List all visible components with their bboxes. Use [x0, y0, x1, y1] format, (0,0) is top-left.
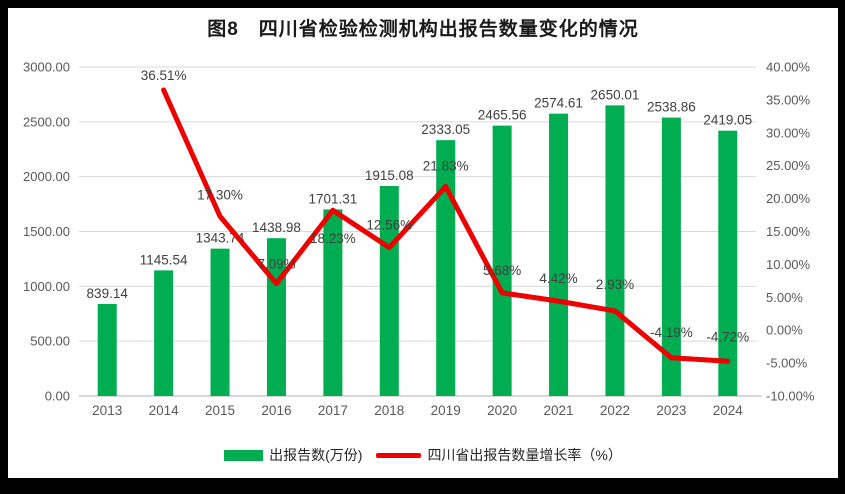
x-axis-label: 2023 — [656, 403, 686, 418]
line-series-swatch-icon — [376, 452, 422, 458]
bar — [379, 185, 399, 396]
chart-title: 图8 四川省检验检测机构出报告数量变化的情况 — [207, 19, 639, 40]
left-axis-tick-label: 0.00 — [45, 389, 70, 404]
bar-value-label: 2574.61 — [534, 96, 583, 111]
line-series-legend-label: 四川省出报告数量增长率（%） — [427, 447, 622, 463]
right-axis-tick-label: 35.00% — [766, 92, 811, 107]
bar-value-label: 2465.56 — [478, 108, 527, 123]
line-point-label: 5.68% — [483, 263, 521, 278]
bar-value-label: 2538.86 — [647, 100, 696, 115]
chart-legend: 出报告数(万份) 四川省出报告数量增长率（%） — [8, 444, 838, 466]
bar-value-label: 2650.01 — [591, 87, 640, 102]
bar — [492, 125, 512, 396]
growth-line — [161, 87, 731, 364]
left-axis-tick-label: 2500.00 — [23, 114, 70, 129]
line-point-label: 17.30% — [197, 187, 243, 202]
right-axis-tick-label: 20.00% — [766, 191, 811, 206]
bar — [436, 140, 456, 396]
right-axis-tick-label: 10.00% — [766, 257, 811, 272]
right-axis-tick-label: 5.00% — [766, 290, 803, 305]
bar-value-label: 1915.08 — [365, 168, 414, 183]
bar — [210, 248, 230, 396]
bar — [605, 105, 625, 397]
right-axis-tick-label: 25.00% — [766, 158, 811, 173]
line-point-label: 36.51% — [141, 68, 187, 83]
line-point-label: 4.42% — [539, 271, 577, 286]
line-point-label: 12.56% — [366, 218, 412, 233]
line-point-label: 18.23% — [310, 231, 356, 246]
line-point-label: 7.09% — [257, 257, 295, 272]
bar-series-legend-label: 出报告数(万份) — [269, 447, 363, 463]
x-axis-label: 2020 — [487, 403, 517, 418]
right-axis-tick-label: -10.00% — [766, 389, 815, 404]
bar-value-label: 2333.05 — [421, 122, 470, 137]
bar-value-label: 839.14 — [87, 286, 129, 301]
x-axis-label: 2022 — [600, 403, 630, 418]
right-axis-tick-label: 40.00% — [766, 60, 811, 75]
bar — [718, 130, 738, 396]
chart-plot-area: 3000.00 2500.00 2000.00 1500.00 1000.00 500.0… — [23, 60, 815, 419]
x-axis-label: 2024 — [713, 403, 744, 418]
x-axis-label: 2017 — [318, 403, 348, 418]
left-axis-tick-label: 3000.00 — [23, 60, 70, 75]
bar-value-label: 2419.05 — [703, 113, 752, 128]
x-axis-label: 2021 — [544, 403, 574, 418]
right-axis-tick-label: 0.00% — [766, 323, 803, 338]
line-point-label: -4.72% — [706, 329, 749, 344]
left-axis-tick-label: 1500.00 — [23, 224, 70, 239]
right-axis-tick-label: -5.00% — [766, 356, 808, 371]
x-axis-label: 2013 — [92, 403, 122, 418]
right-axis-tick-label: 30.00% — [766, 125, 811, 140]
line-point-label: -4.19% — [650, 325, 693, 340]
bar-value-label: 1701.31 — [308, 191, 357, 206]
bar — [97, 303, 117, 396]
bar-series-swatch-icon — [224, 449, 264, 461]
chart-canvas: 图8 四川省检验检测机构出报告数量变化的情况 3000.00 2500.00 200… — [8, 8, 838, 478]
bar — [323, 209, 343, 396]
bar — [154, 270, 174, 396]
x-axis-label: 2014 — [149, 403, 180, 418]
right-axis-tick-label: 15.00% — [766, 224, 811, 239]
line-point-label: 2.93% — [596, 277, 634, 292]
x-axis-label: 2018 — [374, 403, 404, 418]
x-axis-label: 2015 — [205, 403, 235, 418]
left-axis-tick-label: 500.00 — [30, 334, 70, 349]
left-axis-tick-label: 2000.00 — [23, 169, 70, 184]
bar-value-label: 1145.54 — [140, 252, 188, 267]
bar — [549, 113, 569, 397]
bar-value-label: 1438.98 — [252, 220, 301, 235]
x-axis-label: 2016 — [261, 403, 291, 418]
bar — [661, 117, 681, 396]
left-axis-tick-label: 1000.00 — [23, 279, 70, 294]
line-point-label: 21.83% — [423, 159, 469, 174]
x-axis-label: 2019 — [431, 403, 461, 418]
